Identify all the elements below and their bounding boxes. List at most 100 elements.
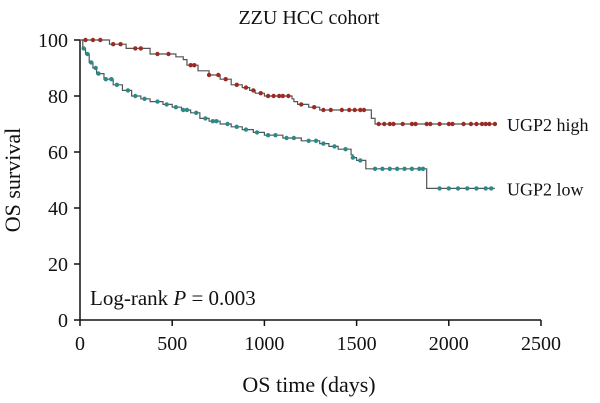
x-axis-label: OS time (days) [242,372,375,397]
y-tick-label: 60 [48,142,68,164]
censor-mark [85,51,90,57]
censor-mark [225,121,230,127]
censor-mark [138,46,144,51]
censor-mark [299,102,304,107]
censor-mark [110,42,116,47]
x-tick-label: 1000 [244,333,284,355]
censor-mark [380,166,385,171]
censor-mark [83,37,88,43]
censor-mark [350,155,356,160]
x-axis: 0 500 1000 1500 2000 2500 OS time (days) [75,319,561,397]
censor-mark [90,37,96,43]
censor-mark [103,77,109,82]
y-tick-label: 20 [48,254,68,276]
series-label: UGP2 high [507,115,589,135]
censor-mark [109,77,114,82]
censor-mark [133,46,138,51]
censor-mark [465,186,470,191]
censor-mark [142,96,147,102]
censor-mark [234,124,239,129]
x-tick-label: 2500 [521,333,561,355]
censor-mark [271,93,276,99]
censor-mark [387,166,392,171]
x-tick-label: 2000 [429,333,469,355]
censor-mark [343,147,348,152]
censor-mark [193,110,199,116]
censor-mark [181,107,186,113]
y-ticks: 0 20 40 60 80 100 [38,30,80,332]
censor-mark [96,71,101,76]
censor-mark [273,133,278,138]
censor-mark [413,121,418,127]
logrank-p: P [172,286,186,310]
censor-mark [474,121,479,127]
series-label: UGP2 low [507,179,584,199]
censor-mark [173,105,179,110]
censor-mark [437,186,442,191]
censor-mark [361,107,367,113]
censor-mark [313,138,319,143]
censor-mark [428,121,433,127]
x-tick-label: 1500 [337,333,377,355]
censor-mark [489,186,494,191]
censor-mark [125,88,131,93]
censor-mark [487,121,492,127]
censor-mark [276,93,282,99]
censor-mark [492,121,498,127]
censor-mark [424,121,429,127]
series-high [80,37,498,127]
censor-mark [455,186,461,191]
censor-mark [321,141,326,146]
censor-mark [306,138,311,143]
censor-mark [192,62,197,68]
censor-mark [311,105,317,110]
chart-title: ZZU HCC cohort [238,7,380,29]
y-axis-label: OS survival [0,128,25,233]
censor-mark [437,121,442,127]
censor-mark [391,121,396,127]
survival-curve [80,39,495,189]
censor-mark [184,107,190,113]
censor-mark [223,77,228,82]
censor-mark [409,121,415,127]
x-tick-label: 500 [157,333,187,355]
censor-mark [243,85,249,90]
censor-mark [339,107,345,113]
censor-mark [164,102,169,107]
logrank-prefix: Log-rank [90,286,173,310]
survival-curve [80,39,495,125]
censor-mark [210,119,215,124]
censor-mark [243,127,249,132]
censor-mark [352,107,357,113]
censor-mark [382,121,387,127]
series-layer [80,37,498,191]
censor-mark [372,166,378,171]
censor-mark [483,186,488,191]
censor-mark [114,82,120,88]
censor-mark [468,121,474,127]
y-tick-label: 0 [58,310,68,332]
censor-mark [286,93,291,99]
censor-mark [332,144,337,149]
censor-mark [206,72,212,78]
censor-mark [479,121,485,127]
censor-mark [251,88,256,93]
censor-mark [81,46,86,51]
censor-mark [450,121,455,127]
censor-mark [265,133,271,138]
censor-mark [376,121,381,127]
censor-mark [409,166,415,171]
censor-mark [347,107,352,113]
censor-mark [358,158,363,163]
censor-mark [483,121,488,127]
censor-mark [155,51,160,57]
logrank-value: = 0.003 [186,286,256,310]
censor-mark [258,91,263,96]
logrank-annotation: Log-rank P = 0.003 [90,286,256,310]
censor-mark [291,135,297,141]
censor-mark [284,135,289,141]
censor-mark [387,121,392,127]
censor-mark [400,121,405,127]
censor-mark [402,166,407,171]
